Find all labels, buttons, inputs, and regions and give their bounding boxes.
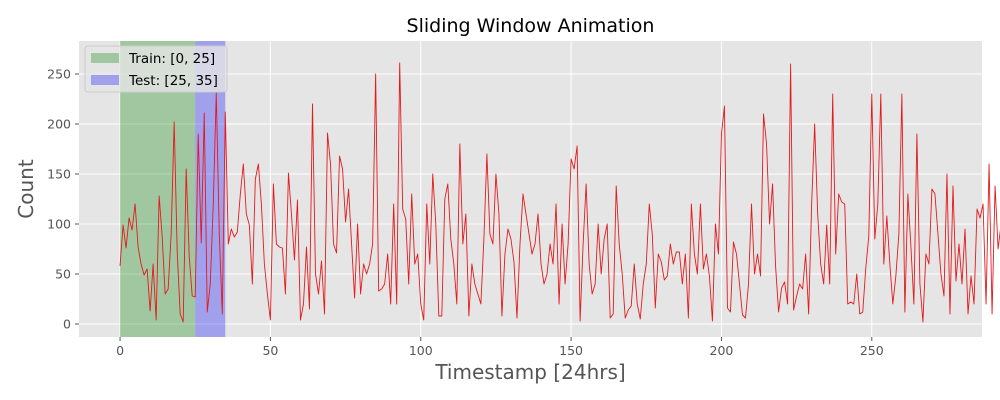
x-axis-label: Timestamp [24hrs] — [434, 360, 625, 384]
x-tick-label: 0 — [116, 343, 124, 358]
legend: Train: [0, 25] Test: [25, 35] — [84, 45, 228, 93]
x-tick-label: 100 — [409, 343, 433, 358]
x-tick-label: 200 — [710, 343, 734, 358]
legend-frame — [84, 45, 228, 93]
y-tick-label: 250 — [47, 67, 71, 82]
x-tick-label: 50 — [262, 343, 278, 358]
y-tick-label: 200 — [47, 117, 71, 132]
series-lines — [119, 62, 1000, 323]
x-tick-label: 250 — [860, 343, 884, 358]
series-line — [119, 62, 1000, 323]
grid-lines — [79, 41, 982, 337]
x-tick-label: 150 — [559, 343, 583, 358]
chart-title: Sliding Window Animation — [407, 15, 655, 37]
y-tick-label: 0 — [63, 317, 71, 332]
legend-swatch-test — [91, 75, 119, 85]
y-tick-label: 50 — [55, 267, 71, 282]
y-tick-label: 100 — [47, 217, 71, 232]
legend-label-test: Test: [25, 35] — [128, 73, 218, 89]
legend-swatch-train — [91, 53, 119, 63]
y-axis-ticks: 0 50 100 150 200 250 — [47, 67, 79, 332]
y-tick-label: 150 — [47, 167, 71, 182]
legend-label-train: Train: [0, 25] — [128, 51, 215, 67]
x-axis-ticks: 0 50 100 150 200 250 — [116, 337, 884, 358]
y-axis-label: Count — [14, 159, 38, 219]
